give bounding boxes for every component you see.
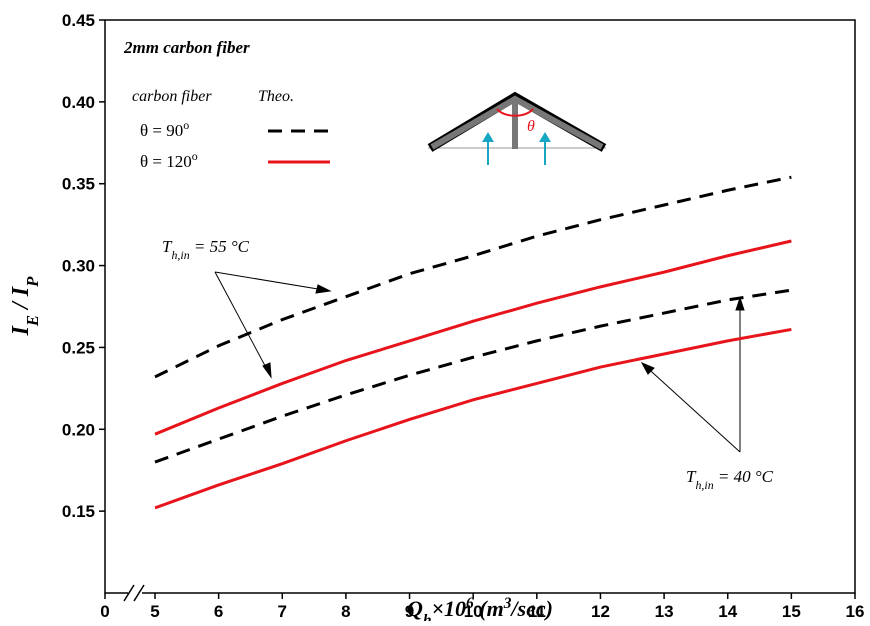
legend-label: θ = 90o (140, 118, 189, 140)
x-tick-label: 8 (341, 602, 350, 621)
text-part: θ = 90 (140, 121, 183, 140)
y-tick-label: 0.35 (62, 175, 95, 194)
x-tick-label: 5 (150, 602, 159, 621)
text-part: o (192, 149, 198, 163)
legend-label: θ = 120o (140, 149, 198, 171)
text-part: /sec) (509, 596, 553, 621)
legend-header: Theo. (258, 88, 294, 105)
x-tick-label: 13 (655, 602, 674, 621)
y-tick-label: 0.30 (62, 257, 95, 276)
text-part: Q (407, 596, 423, 621)
text-part: h (423, 612, 432, 622)
series-line (155, 290, 791, 462)
text-part: θ = 120 (140, 152, 192, 171)
chart: θ 0.150.200.250.300.350.400.450567891011… (0, 0, 870, 621)
x-tick-label: 16 (846, 602, 865, 621)
text-part: o (183, 118, 189, 132)
annotation-arrows (215, 272, 744, 452)
x-tick-label: 14 (718, 602, 737, 621)
text-part: = 40 °C (714, 467, 774, 486)
text-part: / I (8, 285, 34, 315)
text-part: ×10 (432, 596, 467, 621)
text-part: 3 (503, 595, 512, 612)
x-tick-label: 0 (100, 602, 109, 621)
text-part: P (23, 276, 42, 288)
y-tick-label: 0.15 (62, 502, 95, 521)
chart-title: 2mm carbon fiber (123, 38, 250, 57)
legend-header: carbon fiber (132, 88, 212, 105)
diagram-label: θ (527, 118, 535, 135)
x-tick-label: 6 (214, 602, 223, 621)
y-tick-label: 0.20 (62, 420, 95, 439)
y-tick-label: 0.40 (62, 93, 95, 112)
text-part: = 55 °C (190, 237, 250, 256)
text-part: h,in (695, 478, 713, 492)
x-tick-label: 12 (591, 602, 610, 621)
annotation: Th,in = 40 °C (686, 467, 774, 492)
roof-diagram: θ (428, 97, 606, 165)
y-tick-label: 0.25 (62, 338, 95, 357)
x-tick-label: 15 (782, 602, 801, 621)
text-part: (m (474, 596, 504, 621)
annotation: Th,in = 55 °C (162, 237, 250, 262)
y-tick-label: 0.45 (62, 11, 95, 30)
text-part: h,in (171, 248, 189, 262)
text-part: E (23, 315, 42, 327)
x-axis-label: Qh×106 (m3/sec) (407, 595, 553, 622)
y-axis-label: IE / IP (8, 276, 42, 337)
x-tick-label: 7 (278, 602, 287, 621)
